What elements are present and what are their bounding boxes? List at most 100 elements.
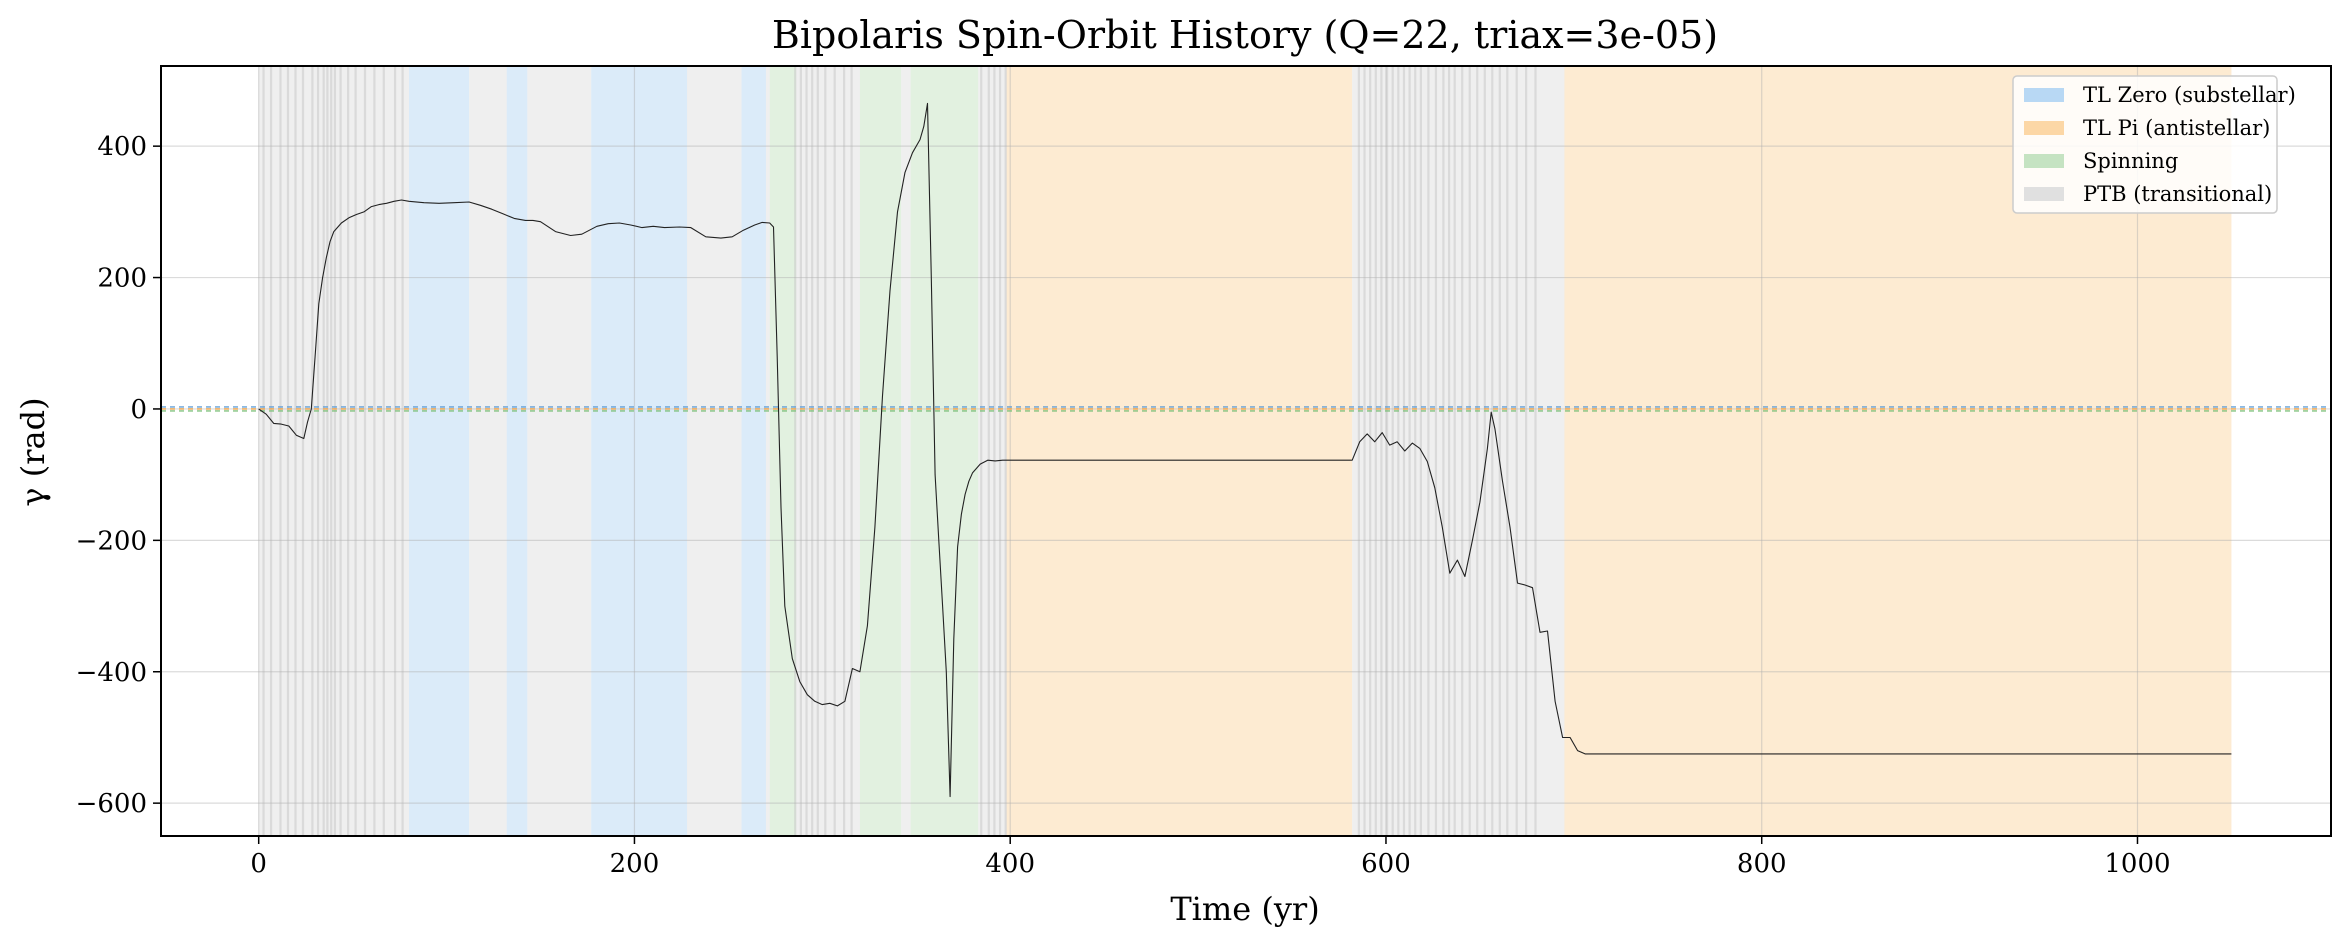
ptb-streak <box>816 66 819 836</box>
ptb-streak <box>824 66 827 836</box>
legend-label: TL Pi (antistellar) <box>2083 116 2270 140</box>
y-tick-label: 0 <box>130 395 147 425</box>
legend-swatch <box>2024 154 2064 168</box>
legend-swatch <box>2024 88 2064 102</box>
legend-swatch <box>2024 121 2064 135</box>
ptb-streak <box>393 66 397 836</box>
ptb-streak <box>373 66 376 836</box>
ptb-streak <box>262 66 265 836</box>
ptb-streak <box>799 66 802 836</box>
ptb-streak <box>1374 66 1377 836</box>
region-ptb <box>765 66 770 836</box>
ptb-streak <box>1427 66 1430 836</box>
ptb-streak <box>1483 66 1486 836</box>
region-spinning <box>769 66 797 836</box>
ptb-streak <box>1442 66 1445 836</box>
ptb-streak <box>311 66 314 836</box>
region-ptb <box>1352 66 1565 836</box>
ptb-streak <box>1468 66 1471 836</box>
ptb-streak <box>850 66 853 836</box>
series-line <box>258 102 2232 798</box>
ptb-streak <box>811 66 814 836</box>
region-tl-zero <box>591 66 688 836</box>
x-tick-label: 0 <box>250 849 267 879</box>
legend-swatch <box>2024 187 2064 201</box>
x-axis: 0 200 400 600 800 1000 <box>250 836 2171 879</box>
region-tl-zero <box>506 66 528 836</box>
ptb-streak <box>1491 66 1494 836</box>
y-tick-label: 200 <box>97 264 147 294</box>
ptb-streak <box>401 66 404 836</box>
ptb-streak <box>1369 66 1372 836</box>
ptb-streak <box>294 66 297 836</box>
x-tick-label: 200 <box>610 849 660 879</box>
ptb-streak <box>833 66 836 836</box>
legend: TL Zero (substellar) TL Pi (antistellar) S… <box>2012 75 2296 214</box>
legend-items: TL Zero (substellar) TL Pi (antistellar) S… <box>2024 83 2296 206</box>
ptb-streak <box>1515 66 1518 836</box>
reference-lines <box>161 406 2331 412</box>
region-ptb <box>469 66 507 836</box>
ptb-streak <box>1391 66 1394 836</box>
y-axis-label: γ (rad) <box>14 397 52 506</box>
legend-label: TL Zero (substellar) <box>2083 83 2296 107</box>
x-tick-label: 1000 <box>2104 849 2170 879</box>
ptb-streak <box>316 66 320 836</box>
ptb-streak <box>1380 66 1383 836</box>
ptb-streak <box>333 66 337 836</box>
ptb-streak <box>1453 66 1456 836</box>
legend-label: Spinning <box>2083 149 2178 173</box>
y-axis: −600 −400 −200 0 200 400 <box>76 132 161 819</box>
ptb-streak <box>301 66 305 836</box>
ptb-streak <box>998 66 1002 836</box>
ptb-streak <box>1414 66 1417 836</box>
region-ptb <box>527 66 592 836</box>
ptb-streak <box>1402 66 1406 836</box>
grid-lines <box>161 66 2331 836</box>
ptb-streak <box>354 66 357 836</box>
series-layer <box>258 102 2232 798</box>
ptb-streak <box>805 66 808 836</box>
ptb-streak <box>1385 66 1389 836</box>
ptb-streak <box>339 66 342 836</box>
ptb-streak <box>382 66 385 836</box>
ptb-streak <box>1397 66 1400 836</box>
x-tick-label: 400 <box>985 849 1035 879</box>
ptb-streak <box>330 66 333 836</box>
legend-box <box>2012 75 2278 214</box>
y-tick-label: −200 <box>76 526 147 556</box>
ptb-streak <box>322 66 325 836</box>
region-tl-zero <box>741 66 766 836</box>
ptb-streak <box>326 66 329 836</box>
ptb-streak <box>1363 66 1366 836</box>
ptb-streak <box>1461 66 1464 836</box>
y-tick-label: −400 <box>76 658 147 688</box>
ptb-streak <box>286 66 290 836</box>
legend-label: PTB (transitional) <box>2083 182 2272 206</box>
ptb-streak <box>1434 66 1438 836</box>
ptb-streak <box>993 66 996 836</box>
region-ptb <box>978 66 1007 836</box>
region-tl-pi <box>1006 66 1353 836</box>
ptb-streak <box>794 66 797 836</box>
plot-area <box>161 66 2331 836</box>
ptb-streak <box>1004 66 1007 836</box>
ptb-streak <box>843 66 846 836</box>
ptb-streak <box>1525 66 1528 836</box>
region-ptb <box>687 66 742 836</box>
ptb-streak <box>1357 66 1360 836</box>
region-tl-zero <box>409 66 470 836</box>
plot-frame <box>160 65 2332 837</box>
ptb-streak <box>1447 66 1451 836</box>
y-tick-label: 400 <box>97 132 147 162</box>
region-spinning <box>910 66 979 836</box>
x-tick-label: 600 <box>1361 849 1411 879</box>
region-ptb <box>901 66 911 836</box>
x-tick-label: 800 <box>1737 849 1787 879</box>
ptb-streak <box>1408 66 1411 836</box>
state-regions <box>258 66 2232 836</box>
ptb-streak <box>269 66 273 836</box>
ptb-streak <box>1506 66 1509 836</box>
y-tick-label: −600 <box>76 789 147 819</box>
